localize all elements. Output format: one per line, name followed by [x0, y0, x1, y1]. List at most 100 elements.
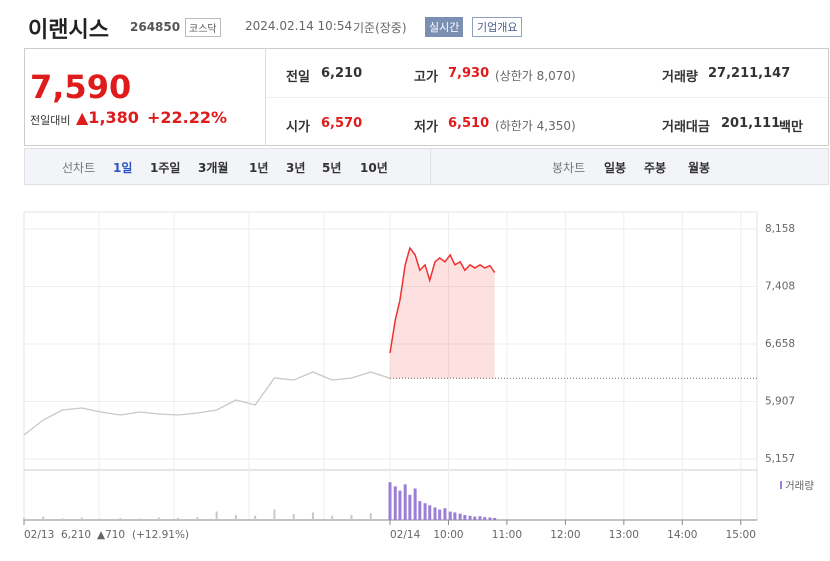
y-tick-label: 5,907: [765, 396, 795, 408]
y-tick-label: 5,157: [765, 453, 795, 465]
stat-label: 저가: [414, 120, 438, 135]
quote-box: [24, 48, 829, 146]
x-tick-label: 11:00: [492, 529, 522, 541]
x-tick-label: 13:00: [609, 529, 639, 541]
volume-bar: [423, 503, 427, 520]
y-tick-label: 7,408: [765, 280, 795, 292]
tab-option[interactable]: 1일: [113, 161, 133, 175]
volume-bar: [398, 490, 402, 520]
volume-bar: [234, 514, 237, 520]
current-price: 7,590: [30, 68, 132, 106]
tab-option[interactable]: 10년: [360, 161, 388, 175]
volume-bar: [408, 494, 412, 520]
price-line: [389, 246, 496, 354]
tab-option[interactable]: 3개월: [198, 161, 229, 175]
volume-bar: [413, 488, 417, 520]
volume-bar: [119, 517, 122, 520]
volume-bar: [42, 516, 45, 520]
volume-bar: [369, 513, 372, 520]
volume-bar: [157, 517, 160, 520]
stat-value: 7,930: [448, 66, 490, 81]
volume-bar: [428, 505, 432, 520]
market-badge: 코스닥: [185, 18, 221, 37]
stat-value: 27,211,147: [708, 66, 791, 81]
tab-option[interactable]: 일봉: [604, 161, 627, 175]
y-tick-label: 8,158: [765, 223, 795, 235]
stat-value: 201,111: [721, 116, 781, 131]
tab-option[interactable]: 3년: [286, 161, 306, 175]
volume-bar: [292, 514, 295, 520]
volume-bar: [438, 509, 442, 520]
tab-option[interactable]: 주봉: [644, 161, 667, 175]
volume-bar: [448, 511, 452, 520]
volume-bar: [493, 517, 497, 520]
tab-option[interactable]: 1주일: [150, 161, 181, 175]
stat-label: 거래량: [662, 70, 698, 85]
volume-bar: [350, 514, 353, 520]
volume-bar: [61, 518, 64, 520]
volume-bar: [138, 518, 141, 520]
divider: [430, 148, 431, 185]
company-button[interactable]: 기업개요: [472, 17, 523, 37]
change-label: 전일대비: [30, 114, 71, 127]
divider: [265, 48, 266, 146]
volume-bar: [458, 513, 462, 520]
volume-bar: [273, 509, 276, 520]
area: [390, 248, 495, 379]
volume-bar: [403, 484, 407, 520]
volume-bar: [478, 516, 482, 520]
stat-note: (하한가 4,350): [495, 119, 576, 133]
stat-value: 6,510: [448, 116, 490, 131]
tab-label: 봉차트: [552, 161, 586, 175]
volume-bar: [388, 482, 392, 520]
prev-day-label: 02/13: [24, 529, 54, 541]
volume-bar: [331, 515, 334, 520]
stat-unit: 백만: [779, 120, 803, 135]
tab-option[interactable]: 5년: [322, 161, 342, 175]
legend-label: 거래량: [785, 480, 814, 492]
change: ▲1,380: [76, 108, 139, 127]
volume-bar: [196, 517, 199, 520]
stock-code: 264850: [130, 20, 181, 34]
stat-label: 고가: [414, 70, 438, 85]
footer-rate: (+12.91%): [132, 529, 189, 541]
datetime: 2024.02.14 10:54: [245, 19, 353, 33]
volume-bar: [254, 515, 257, 520]
basis: 기준(장중): [353, 21, 407, 35]
volume-bar: [488, 517, 492, 520]
stock-name: 이랜시스: [28, 18, 109, 43]
volume-bar: [483, 517, 487, 520]
divider: [266, 97, 828, 98]
x-tick-label: 02/14: [390, 529, 421, 541]
volume-bar: [433, 507, 437, 520]
volume-bar: [418, 501, 422, 520]
stat-label: 시가: [286, 120, 310, 135]
volume-bar: [473, 516, 477, 520]
stat-value: 6,210: [321, 66, 363, 81]
volume-bar: [443, 508, 447, 520]
volume-bar: [468, 515, 472, 520]
volume-bar: [215, 511, 218, 520]
volume-bar: [393, 486, 397, 520]
stat-label: 거래대금: [662, 120, 710, 135]
x-tick-label: 15:00: [726, 529, 756, 541]
tab-option[interactable]: 1년: [249, 161, 269, 175]
footer-change: ▲710: [97, 529, 125, 541]
stat-note: (상한가 8,070): [495, 69, 576, 83]
legend-swatch: [780, 481, 782, 489]
x-tick-label: 12:00: [550, 529, 580, 541]
x-tick-label: 10:00: [433, 529, 463, 541]
volume-bar: [177, 517, 180, 520]
tab-bar: [24, 148, 829, 185]
stat-value: 6,570: [321, 116, 363, 131]
tab-option[interactable]: 월봉: [688, 161, 711, 175]
volume-bar: [463, 514, 467, 520]
volume-bar: [100, 518, 103, 520]
change-rate: +22.22%: [147, 108, 228, 127]
realtime-button[interactable]: 실시간: [425, 17, 464, 37]
tab-label: 선차트: [62, 161, 96, 175]
footer-close: 6,210: [61, 529, 91, 541]
